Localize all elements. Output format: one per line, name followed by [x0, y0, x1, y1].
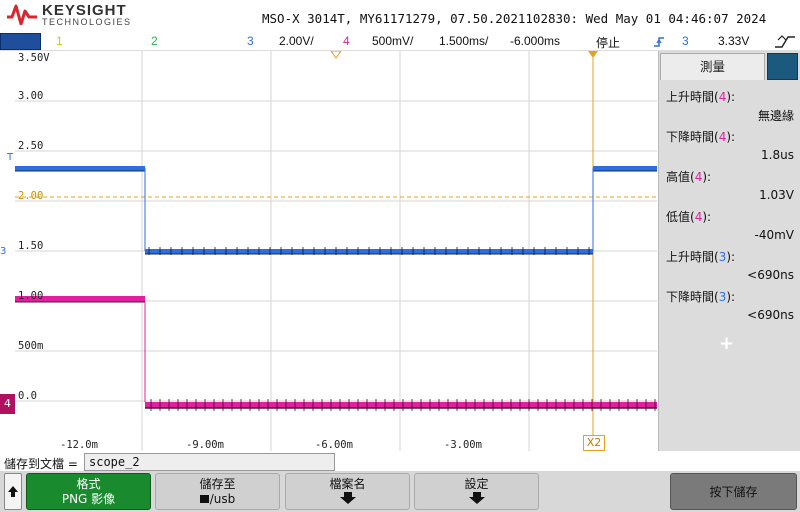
save-to-label: 儲存至 [199, 477, 236, 491]
filename-label: 檔案名 [329, 477, 366, 491]
run-state[interactable]: 停止 [596, 36, 621, 50]
arrow-down-icon [339, 492, 356, 504]
y-label: 500m [18, 340, 44, 352]
measure-label: 上升時間(4): [666, 90, 736, 104]
ch4-trace-low [145, 402, 657, 408]
measure-value: <690ns [747, 308, 794, 322]
save-to-value: /usb [209, 492, 236, 506]
format-value: PNG 影像 [61, 492, 116, 506]
trigger-level[interactable]: 3.33V [718, 34, 750, 48]
waveform-display[interactable] [15, 51, 657, 451]
x-label: -12.0m [60, 439, 98, 451]
ch3-ground-marker[interactable]: 3 [0, 246, 7, 257]
save-to-softkey[interactable]: 儲存至 /usb [155, 473, 280, 510]
ch1-indicator[interactable] [0, 33, 41, 50]
filename-softkey[interactable]: 檔案名 [285, 473, 410, 510]
cursor-x2-label[interactable]: X2 [583, 435, 605, 451]
y-label: 2.00 [18, 190, 44, 202]
measure-label: 下降時間(4): [666, 130, 736, 144]
measure-value: <690ns [747, 268, 794, 282]
y-label: 1.00 [18, 290, 44, 302]
press-save-softkey[interactable]: 按下儲存 [670, 473, 797, 510]
ch4-scale[interactable]: 500mV/ [372, 34, 414, 48]
trigger-edge-icon [654, 37, 664, 47]
measure-label: 低值(4): [666, 210, 712, 224]
time-delay[interactable]: -6.000ms [510, 34, 561, 48]
settings-label: 設定 [464, 477, 489, 491]
y-label: 1.50 [18, 240, 44, 252]
back-up-button[interactable] [4, 473, 22, 510]
cursor-marker [588, 51, 598, 58]
arrow-down-icon [468, 492, 485, 504]
brand-subtitle: TECHNOLOGIES [42, 17, 132, 27]
measure-label: 下降時間(3): [666, 290, 736, 304]
ch4-ground-marker[interactable]: 4 [0, 394, 15, 414]
add-measurement-button[interactable]: + [719, 333, 735, 354]
measure-label: 上升時間(3): [666, 250, 736, 264]
y-label: 2.50 [18, 140, 44, 152]
filename-field[interactable]: scope_2 [84, 453, 335, 471]
ch3-trace-high [15, 166, 145, 171]
measurement-panel [658, 51, 800, 451]
y-label: 3.00 [18, 90, 44, 102]
timebase-scale[interactable]: 1.500ms/ [439, 34, 489, 48]
brand-name: KEYSIGHT [42, 2, 127, 19]
y-label: 0.0 [18, 390, 37, 402]
ch4-label[interactable]: 4 [343, 34, 350, 48]
measure-value: 無邊緣 [757, 109, 794, 123]
graticule-grid [15, 51, 657, 451]
measure-value: -40mV [754, 228, 795, 242]
settings-softkey[interactable]: 設定 [414, 473, 539, 510]
arrow-up-icon [8, 486, 18, 497]
x-label: -6.00m [315, 439, 353, 451]
channel-bar [0, 33, 800, 51]
save-file-label: 儲存到文檔 = [4, 457, 78, 471]
ch3-label[interactable]: 3 [247, 34, 254, 48]
instrument-info: MSO-X 3014T, MY61171279, 07.50.202110283… [262, 11, 767, 26]
ch1-label[interactable]: 1 [56, 34, 63, 48]
slope-icon[interactable] [774, 34, 796, 50]
usb-icon [199, 495, 209, 503]
x-label: -3.00m [444, 439, 482, 451]
trigger-position-marker [330, 51, 342, 59]
measure-value: 1.8us [761, 148, 794, 162]
ch4-trace-high [15, 296, 145, 302]
ch2-label[interactable]: 2 [151, 34, 158, 48]
keysight-logo-icon [7, 4, 37, 25]
trigger-marker: T [7, 152, 14, 163]
press-save-label: 按下儲存 [709, 485, 758, 499]
measure-tab[interactable]: 測量 [660, 53, 765, 80]
trigger-source[interactable]: 3 [682, 34, 689, 48]
ch3-scale[interactable]: 2.00V/ [279, 34, 314, 48]
measure-label: 高值(4): [666, 170, 712, 184]
measure-value: 1.03V [759, 188, 794, 202]
ch3-trace-high [593, 166, 657, 171]
y-label: 3.50V [18, 52, 50, 64]
format-label: 格式 [76, 477, 101, 491]
format-softkey[interactable]: 格式 PNG 影像 [26, 473, 151, 510]
panel-tab-secondary[interactable] [767, 53, 798, 80]
x-label: -9.00m [186, 439, 224, 451]
